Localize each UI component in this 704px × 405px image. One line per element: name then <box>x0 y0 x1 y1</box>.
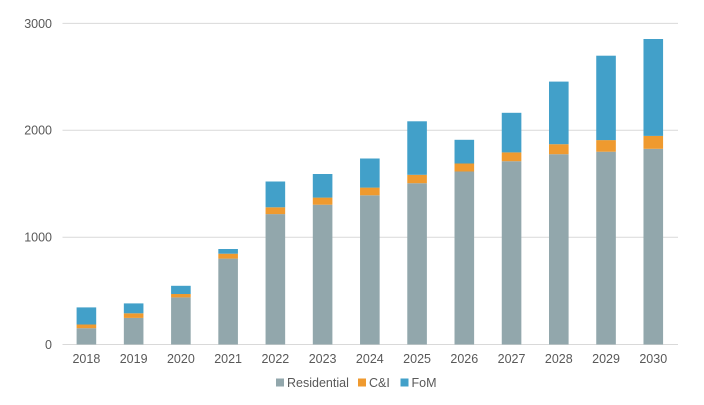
svg-text:2024: 2024 <box>356 352 384 366</box>
svg-text:C&I: C&I <box>369 376 390 390</box>
svg-text:2026: 2026 <box>450 352 478 366</box>
svg-text:2022: 2022 <box>261 352 289 366</box>
svg-text:2019: 2019 <box>120 352 148 366</box>
svg-text:2018: 2018 <box>72 352 100 366</box>
svg-text:3000: 3000 <box>24 17 52 31</box>
svg-text:Residential: Residential <box>287 376 349 390</box>
svg-text:2028: 2028 <box>545 352 573 366</box>
svg-text:2023: 2023 <box>309 352 337 366</box>
svg-text:2030: 2030 <box>639 352 667 366</box>
svg-text:2027: 2027 <box>498 352 526 366</box>
svg-text:2000: 2000 <box>24 124 52 138</box>
svg-text:1000: 1000 <box>24 231 52 245</box>
svg-text:0: 0 <box>45 338 52 352</box>
svg-text:2021: 2021 <box>214 352 242 366</box>
svg-text:2025: 2025 <box>403 352 431 366</box>
svg-text:2029: 2029 <box>592 352 620 366</box>
svg-text:FoM: FoM <box>412 376 437 390</box>
svg-text:2020: 2020 <box>167 352 195 366</box>
